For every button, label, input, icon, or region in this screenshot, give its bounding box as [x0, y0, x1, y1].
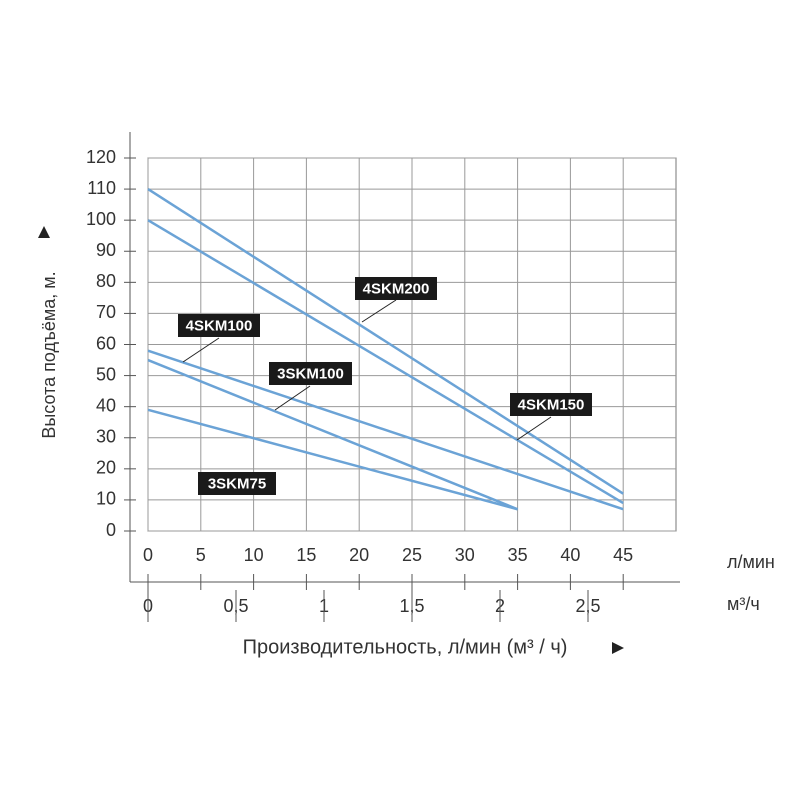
series-line: [147, 219, 624, 505]
x-unit: л/мин: [727, 552, 775, 572]
leader-line: [361, 299, 397, 323]
x-tick-label: 5: [196, 545, 206, 565]
y-tick-label: 120: [86, 147, 116, 167]
label-box: [269, 362, 352, 385]
x-tick-label: 20: [349, 545, 369, 565]
y-tick-label: 60: [96, 333, 116, 353]
series-label: 4SKM150: [518, 396, 585, 413]
y-tick-label: 40: [96, 395, 116, 415]
y-tick-label: 20: [96, 458, 116, 478]
y-arrow: [38, 226, 50, 238]
series-line: [147, 358, 519, 511]
x-arrow: [612, 642, 624, 654]
x-tick-label: 10: [244, 545, 264, 565]
series-line: [147, 349, 624, 511]
x-tick-label: 15: [296, 545, 316, 565]
y-tick-label: 90: [96, 240, 116, 260]
label-box: [355, 277, 437, 300]
y-tick-label: 70: [96, 302, 116, 322]
series-line: [147, 188, 624, 495]
series-label: 4SKM200: [363, 280, 430, 297]
x-tick-label: 45: [613, 545, 633, 565]
label-box: [178, 314, 260, 337]
x2-unit: м³/ч: [727, 594, 760, 614]
x-tick-label: 40: [560, 545, 580, 565]
x-tick-label: 35: [508, 545, 528, 565]
y-tick-label: 10: [96, 489, 116, 509]
series-label: 3SKM100: [277, 365, 344, 382]
y-axis-label: Высота подъёма, м.: [39, 271, 59, 438]
leader-line: [274, 385, 311, 411]
label-box: [198, 472, 276, 495]
y-tick-label: 110: [87, 178, 116, 198]
y-tick-label: 30: [96, 427, 116, 447]
leader-line: [516, 416, 552, 441]
y-tick-label: 100: [86, 209, 116, 229]
x-axis-label: Производительность, л/мин (м³ / ч): [243, 636, 568, 658]
x-tick-label: 0: [143, 545, 153, 565]
x-tick-label: 30: [455, 545, 475, 565]
leader-line: [182, 337, 220, 363]
y-tick-label: 0: [106, 520, 116, 540]
series-line: [147, 408, 518, 511]
series-label: 3SKM75: [208, 475, 266, 492]
y-tick-label: 80: [96, 271, 116, 291]
label-box: [510, 393, 592, 416]
series-label: 4SKM100: [186, 317, 253, 334]
y-tick-label: 50: [96, 364, 116, 384]
x-tick-label: 25: [402, 545, 422, 565]
